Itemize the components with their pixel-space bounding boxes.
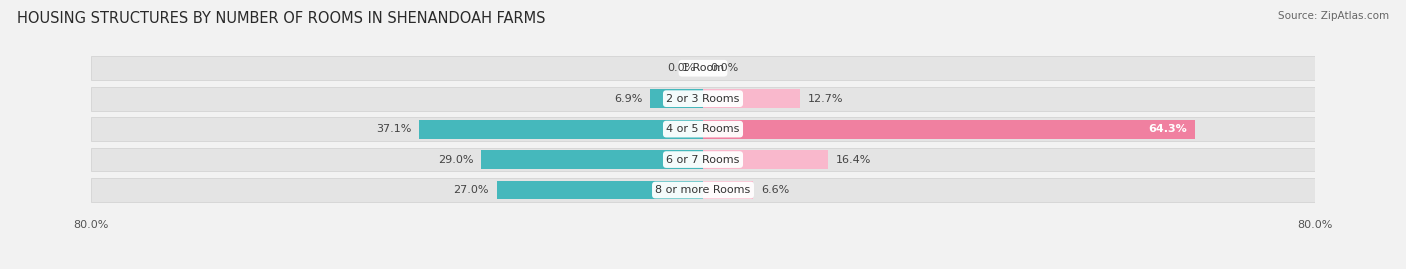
Bar xyxy=(481,150,703,169)
Text: 16.4%: 16.4% xyxy=(837,155,872,165)
Text: HOUSING STRUCTURES BY NUMBER OF ROOMS IN SHENANDOAH FARMS: HOUSING STRUCTURES BY NUMBER OF ROOMS IN… xyxy=(17,11,546,26)
Bar xyxy=(703,120,1195,139)
Bar xyxy=(650,89,703,108)
Bar xyxy=(703,180,754,200)
Text: 1 Room: 1 Room xyxy=(682,63,724,73)
Bar xyxy=(703,89,800,108)
Bar xyxy=(496,180,703,200)
Text: 6.6%: 6.6% xyxy=(761,185,789,195)
Text: 0.0%: 0.0% xyxy=(710,63,740,73)
Text: 37.1%: 37.1% xyxy=(377,124,412,134)
Bar xyxy=(703,150,828,169)
Bar xyxy=(91,87,1315,111)
Text: 29.0%: 29.0% xyxy=(439,155,474,165)
Text: 12.7%: 12.7% xyxy=(807,94,844,104)
Text: 6 or 7 Rooms: 6 or 7 Rooms xyxy=(666,155,740,165)
Text: 0.0%: 0.0% xyxy=(666,63,696,73)
Bar xyxy=(419,120,703,139)
Bar xyxy=(91,117,1315,141)
Text: 6.9%: 6.9% xyxy=(614,94,643,104)
Text: 64.3%: 64.3% xyxy=(1149,124,1187,134)
Text: 27.0%: 27.0% xyxy=(454,185,489,195)
Bar xyxy=(91,148,1315,171)
Text: 4 or 5 Rooms: 4 or 5 Rooms xyxy=(666,124,740,134)
Text: 2 or 3 Rooms: 2 or 3 Rooms xyxy=(666,94,740,104)
Bar xyxy=(91,56,1315,80)
Text: 8 or more Rooms: 8 or more Rooms xyxy=(655,185,751,195)
Bar xyxy=(91,178,1315,202)
Text: Source: ZipAtlas.com: Source: ZipAtlas.com xyxy=(1278,11,1389,21)
